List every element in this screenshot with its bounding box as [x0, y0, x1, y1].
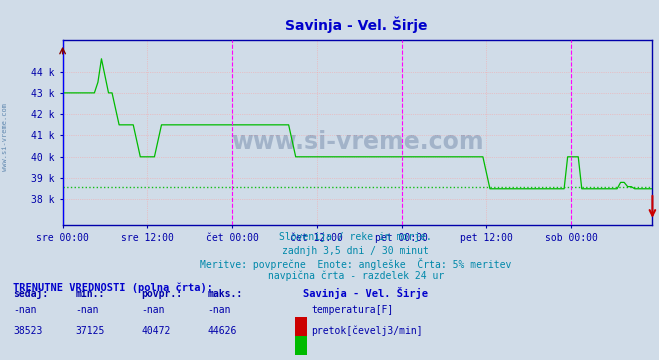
Text: Savinja - Vel. Širje: Savinja - Vel. Širje [303, 287, 428, 299]
Text: temperatura[F]: temperatura[F] [311, 305, 393, 315]
Text: 40472: 40472 [142, 326, 171, 336]
Text: Savinja - Vel. Širje: Savinja - Vel. Širje [285, 16, 427, 33]
Text: pretok[čevelj3/min]: pretok[čevelj3/min] [311, 325, 422, 336]
Text: zadnjh 3,5 dni / 30 minut: zadnjh 3,5 dni / 30 minut [283, 246, 429, 256]
Text: Meritve: povprečne  Enote: angleške  Črta: 5% meritev: Meritve: povprečne Enote: angleške Črta:… [200, 258, 511, 270]
Text: www.si-vreme.com: www.si-vreme.com [231, 130, 484, 154]
Text: min.:: min.: [76, 289, 105, 299]
Text: sedaj:: sedaj: [13, 288, 48, 299]
Text: 37125: 37125 [76, 326, 105, 336]
Text: povpr.:: povpr.: [142, 289, 183, 299]
Text: -nan: -nan [76, 305, 100, 315]
Text: Slovenija / reke in morje.: Slovenija / reke in morje. [279, 232, 432, 242]
Text: -nan: -nan [13, 305, 37, 315]
Text: 44626: 44626 [208, 326, 237, 336]
Text: -nan: -nan [208, 305, 231, 315]
Text: www.si-vreme.com: www.si-vreme.com [2, 103, 9, 171]
Text: maks.:: maks.: [208, 289, 243, 299]
Text: navpična črta - razdelek 24 ur: navpična črta - razdelek 24 ur [268, 271, 444, 281]
Text: -nan: -nan [142, 305, 165, 315]
Text: TRENUTNE VREDNOSTI (polna črta):: TRENUTNE VREDNOSTI (polna črta): [13, 283, 213, 293]
Text: 38523: 38523 [13, 326, 43, 336]
